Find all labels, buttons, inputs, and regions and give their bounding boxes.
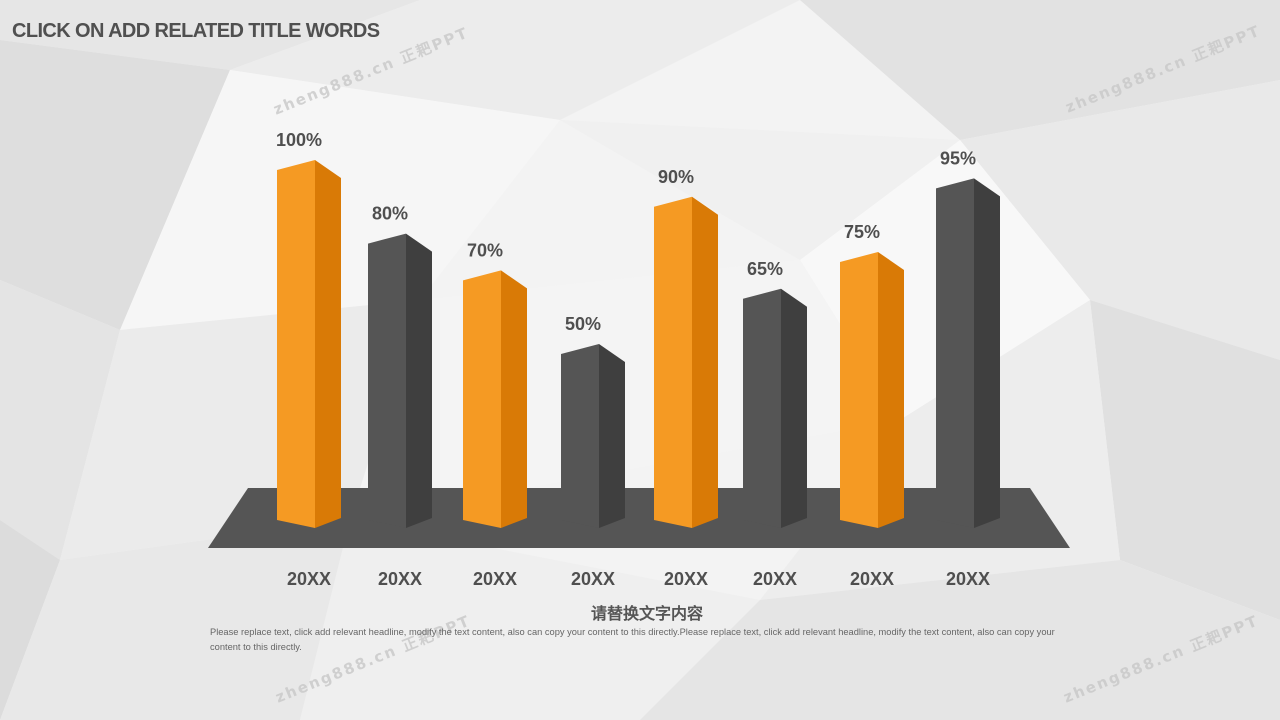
bar-5	[654, 196, 718, 529]
bar-7	[840, 252, 904, 528]
bar-2	[368, 233, 432, 528]
category-label: 20XX	[378, 569, 422, 589]
bar-front-face	[561, 344, 599, 528]
bar-side-face	[692, 196, 718, 529]
bar-side-face	[599, 344, 625, 528]
category-label: 20XX	[287, 569, 331, 589]
chart-subtitle: 请替换文字内容	[590, 604, 703, 623]
value-label: 75%	[844, 222, 880, 242]
bar-side-face	[501, 270, 527, 528]
bar-front-face	[463, 270, 501, 528]
bar-side-face	[781, 288, 807, 528]
value-label: 100%	[276, 130, 322, 150]
category-label: 20XX	[664, 569, 708, 589]
category-label: 20XX	[571, 569, 615, 589]
category-label: 20XX	[850, 569, 894, 589]
value-label: 95%	[940, 148, 976, 168]
bar-1	[277, 160, 341, 528]
bar-front-face	[277, 160, 315, 528]
bar-4	[561, 344, 625, 528]
category-label: 20XX	[753, 569, 797, 589]
bar-side-face	[406, 233, 432, 528]
bar-front-face	[368, 233, 406, 528]
bar-side-face	[974, 178, 1000, 528]
bar-3	[463, 270, 527, 528]
bar-front-face	[743, 288, 781, 528]
bar-front-face	[654, 196, 692, 529]
value-label: 65%	[747, 259, 783, 279]
page-title: CLICK ON ADD RELATED TITLE WORDS	[12, 20, 380, 42]
body-text: Please replace text, click add relevant …	[210, 627, 1055, 652]
bar-front-face	[936, 178, 974, 528]
value-label: 50%	[565, 314, 601, 334]
bar-side-face	[315, 160, 341, 528]
category-label: 20XX	[946, 569, 990, 589]
category-label: 20XX	[473, 569, 517, 589]
value-label: 70%	[467, 240, 503, 260]
bar-front-face	[840, 252, 878, 528]
value-label: 80%	[372, 204, 408, 224]
bar-side-face	[878, 252, 904, 528]
bar-8	[936, 178, 1000, 528]
bar-6	[743, 288, 807, 528]
value-label: 90%	[658, 167, 694, 187]
